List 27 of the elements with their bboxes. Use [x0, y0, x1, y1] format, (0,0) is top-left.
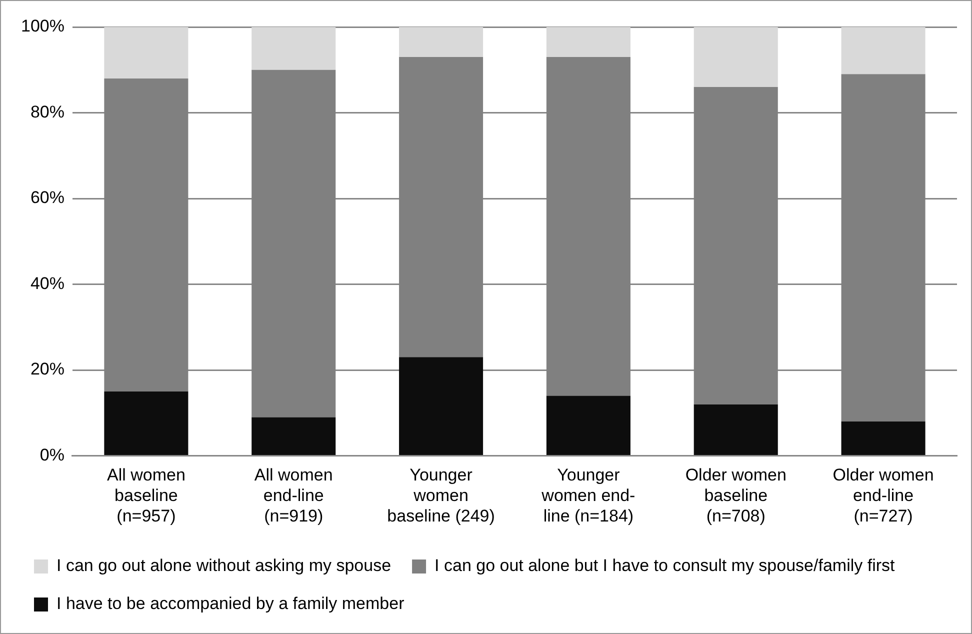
bar — [694, 27, 778, 88]
legend-label: I have to be accompanied by a family member — [56, 594, 405, 614]
bar — [694, 404, 778, 456]
y-tick-label: 0% — [40, 445, 64, 464]
y-tick-label: 20% — [30, 360, 64, 379]
legend-label: I can go out alone without asking my spouse — [56, 556, 392, 576]
x-tick-label: All women end-line (n=919) — [254, 466, 333, 526]
y-tick-label: 40% — [30, 274, 64, 293]
bar — [841, 421, 926, 456]
bar — [841, 27, 926, 74]
bar — [104, 391, 188, 456]
bar — [546, 27, 630, 58]
x-tick-label: Younger women end-line (n=184) — [540, 466, 636, 526]
bar — [252, 417, 336, 456]
bar — [252, 27, 336, 70]
bar — [104, 27, 188, 78]
x-tick-label: All women baseline (n=957) — [106, 466, 186, 526]
bar — [546, 396, 630, 456]
bar — [399, 27, 484, 58]
legend-label: I can go out alone but I have to consult my spouse/family first — [434, 556, 895, 576]
bar — [399, 357, 484, 456]
x-tick-label: Older women end-line (n=727) — [832, 466, 934, 526]
y-tick-label: 100% — [20, 16, 64, 36]
y-tick-label: 80% — [30, 102, 64, 122]
x-tick-label: Younger women baseline (249) — [387, 466, 495, 526]
y-tick-label: 60% — [30, 188, 64, 208]
x-tick-label: Older women baseline (n=708) — [685, 466, 786, 526]
